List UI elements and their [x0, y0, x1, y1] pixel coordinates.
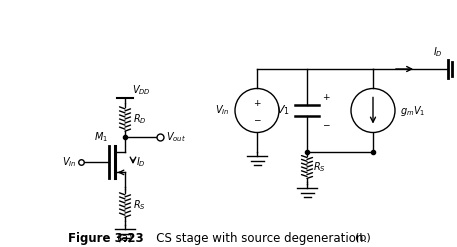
- Text: $R_D$: $R_D$: [133, 112, 147, 126]
- Text: $R_S$: $R_S$: [133, 198, 146, 212]
- Text: Figure 3.23: Figure 3.23: [68, 232, 143, 245]
- Text: (a): (a): [117, 232, 133, 242]
- Text: $V_1$: $V_1$: [276, 103, 290, 117]
- Text: $-$: $-$: [322, 119, 330, 128]
- Text: CS stage with source degeneration.: CS stage with source degeneration.: [145, 232, 367, 245]
- Text: $V_{In}$: $V_{In}$: [216, 103, 230, 117]
- Text: $-$: $-$: [253, 114, 261, 123]
- Text: $I_D$: $I_D$: [433, 45, 443, 59]
- Text: $M_1$: $M_1$: [94, 130, 108, 144]
- Text: $V_{DD}$: $V_{DD}$: [132, 83, 151, 97]
- Text: $R_S$: $R_S$: [313, 160, 326, 174]
- Text: $V_{out}$: $V_{out}$: [166, 130, 186, 144]
- Text: (b): (b): [355, 232, 371, 242]
- Text: $I_D$: $I_D$: [136, 155, 146, 169]
- Text: $V_{In}$: $V_{In}$: [63, 155, 77, 169]
- Text: $g_m V_1$: $g_m V_1$: [400, 103, 425, 118]
- Text: +: +: [322, 93, 329, 102]
- Text: +: +: [253, 99, 261, 108]
